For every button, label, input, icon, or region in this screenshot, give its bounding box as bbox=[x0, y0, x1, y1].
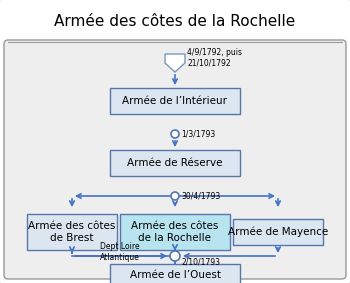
Text: Armée des côtes
de Brest: Armée des côtes de Brest bbox=[28, 221, 116, 243]
Text: 30/4/1793: 30/4/1793 bbox=[181, 192, 220, 200]
Circle shape bbox=[171, 192, 179, 200]
Circle shape bbox=[171, 130, 179, 138]
Polygon shape bbox=[165, 54, 185, 72]
Text: Armée de l’Intérieur: Armée de l’Intérieur bbox=[122, 96, 228, 106]
Text: Armée des côtes
de la Rochelle: Armée des côtes de la Rochelle bbox=[131, 221, 219, 243]
FancyBboxPatch shape bbox=[110, 150, 240, 176]
FancyBboxPatch shape bbox=[110, 88, 240, 114]
Text: Armée de l’Ouest: Armée de l’Ouest bbox=[130, 270, 220, 280]
FancyBboxPatch shape bbox=[4, 40, 346, 279]
Text: Armée de Réserve: Armée de Réserve bbox=[127, 158, 223, 168]
FancyBboxPatch shape bbox=[110, 264, 240, 283]
Circle shape bbox=[170, 251, 180, 261]
FancyBboxPatch shape bbox=[233, 219, 323, 245]
Text: Dept Loire
Atlantique: Dept Loire Atlantique bbox=[100, 242, 140, 262]
Text: Armée de Mayence: Armée de Mayence bbox=[228, 227, 328, 237]
FancyBboxPatch shape bbox=[27, 214, 117, 250]
Text: 2/10/1793: 2/10/1793 bbox=[182, 258, 221, 267]
FancyBboxPatch shape bbox=[120, 214, 230, 250]
Text: 1/3/1793: 1/3/1793 bbox=[181, 130, 215, 138]
Text: Armée des côtes de la Rochelle: Armée des côtes de la Rochelle bbox=[54, 14, 296, 29]
Text: 4/9/1792, puis
21/10/1792: 4/9/1792, puis 21/10/1792 bbox=[187, 48, 242, 68]
